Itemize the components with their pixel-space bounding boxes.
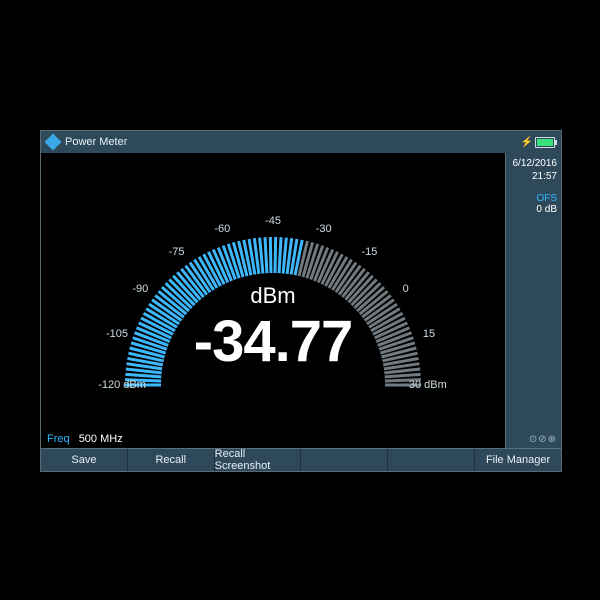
scale-tick-label: -45 [265,215,281,227]
scale-tick-label: 0 [403,283,409,295]
status-icons: ⊙⊘⊕ [529,434,557,445]
unit-label: dBm [250,283,295,309]
side-panel: 6/12/2016 21:57 OFS 0 dB ⊙⊘⊕ [505,153,561,449]
button-empty [301,449,388,471]
button-save[interactable]: Save [41,449,128,471]
time-text: 21:57 [506,170,557,183]
button-recall-screenshot[interactable]: Recall Screenshot [215,449,302,471]
scale-tick-label: -75 [169,246,185,258]
date-text: 6/12/2016 [506,157,557,170]
scale-tick-label: -120 dBm [98,379,146,391]
freq-readout: Freq 500 MHz [47,433,123,445]
ofs-label: OFS [506,193,557,204]
battery-status: ⚡ [521,137,555,148]
button-recall[interactable]: Recall [128,449,215,471]
app-frame: Power Meter ⚡ 6/12/2016 21:57 OFS 0 dB ⊙… [40,130,562,472]
battery-icon [535,137,555,148]
button-file-manager[interactable]: File Manager [475,449,561,471]
scale-tick-label: -30 [316,223,332,235]
scale-tick-label: 30 dBm [409,379,447,391]
scale-tick-label: -105 [106,328,128,340]
freq-label: Freq [47,433,70,445]
charging-icon: ⚡ [521,137,533,148]
gauge-area: dBm -34.77 -120 dBm -105 -90 -75 -60 -45 -30 -1… [41,153,505,449]
freq-value: 500 MHz [79,433,123,445]
scale-tick-label: -15 [361,246,377,258]
reading-value: -34.77 [194,308,352,375]
scale-tick-label: 15 [423,328,435,340]
button-bar: SaveRecallRecall Screenshot File Manager [41,448,561,471]
scale-tick-label: -90 [132,283,148,295]
button-empty [388,449,475,471]
logo-icon [45,134,62,151]
ofs-value: 0 dB [506,204,557,215]
app-title: Power Meter [65,136,127,148]
scale-tick-label: -60 [214,223,230,235]
title-bar: Power Meter ⚡ [41,131,561,154]
